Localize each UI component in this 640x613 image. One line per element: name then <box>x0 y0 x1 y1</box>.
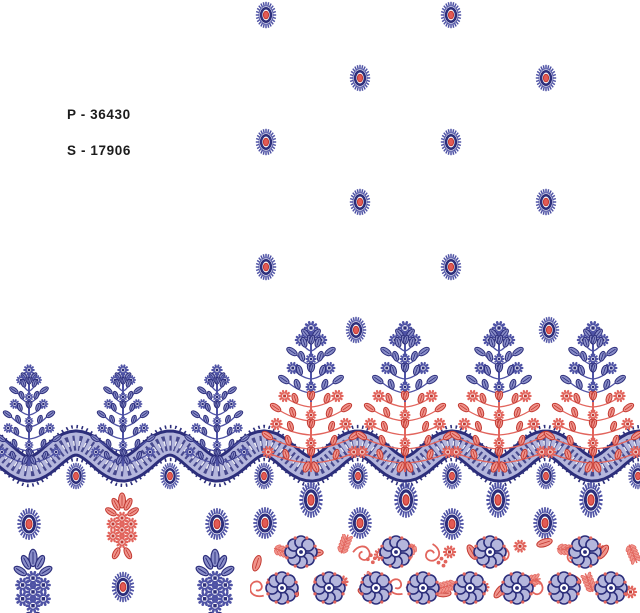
buti-eye-motif <box>255 128 277 156</box>
rosette-flower <box>265 571 299 605</box>
sample-eye-motif <box>111 571 135 603</box>
rosette-flower <box>500 571 534 605</box>
rosette-flower <box>547 571 581 605</box>
large-blue-red-tree-motif <box>449 321 549 473</box>
rosette-flower <box>473 535 507 569</box>
rosette-flower <box>568 535 602 569</box>
rosette-flower <box>594 571 628 605</box>
crest-drop-eye-motif <box>66 462 86 490</box>
rosette-flower <box>284 535 318 569</box>
buti-eye-motif <box>255 253 277 281</box>
trough-teardrop-eye-motif <box>579 482 603 518</box>
trough-teardrop-eye-motif <box>394 482 418 518</box>
rosette-flower <box>379 535 413 569</box>
rosette-flower <box>453 571 487 605</box>
buti-eye-motif <box>349 188 371 216</box>
lower-eye-motif <box>205 508 229 540</box>
lower-eye-motif <box>533 507 557 539</box>
buti-eye-motif <box>440 128 462 156</box>
buti-eye-motif <box>349 64 371 92</box>
buti-eye-motif <box>440 253 462 281</box>
rosette-flower <box>359 571 393 605</box>
buti-eye-motif <box>345 316 367 344</box>
rosette-flower <box>312 571 346 605</box>
crest-drop-eye-motif <box>254 462 274 490</box>
design-code-s: S - 17906 <box>67 143 131 158</box>
red-floral-border-strip <box>250 534 640 605</box>
trough-teardrop-eye-motif <box>486 482 510 518</box>
blue-bush-motif <box>13 548 53 613</box>
crest-drop-eye-motif <box>348 462 368 490</box>
crest-drop-eye-motif <box>160 462 180 490</box>
crest-drop-eye-motif <box>628 462 640 490</box>
large-blue-red-tree-motif <box>543 321 640 473</box>
lower-eye-motif <box>253 507 277 539</box>
crest-drop-eye-motif <box>536 462 556 490</box>
blue-bush-motif <box>195 548 235 613</box>
buti-eye-motif <box>535 64 557 92</box>
small-blue-tree-motif <box>90 364 156 466</box>
small-blue-tree-motif <box>184 364 250 466</box>
trough-teardrop-eye-motif <box>299 482 323 518</box>
lower-eye-motif <box>17 508 41 540</box>
rosette-flower <box>406 571 440 605</box>
red-bush-motif <box>105 492 139 560</box>
buti-eye-motif <box>535 188 557 216</box>
crest-drop-eye-motif <box>442 462 462 490</box>
buti-eye-motif <box>255 1 277 29</box>
lower-eye-motif <box>440 508 464 540</box>
lower-eye-motif <box>348 507 372 539</box>
buti-eye-motif <box>440 1 462 29</box>
large-blue-red-tree-motif <box>355 321 455 473</box>
buti-eye-motif <box>538 316 560 344</box>
design-code-p: P - 36430 <box>67 107 131 122</box>
small-blue-tree-motif <box>0 364 62 466</box>
